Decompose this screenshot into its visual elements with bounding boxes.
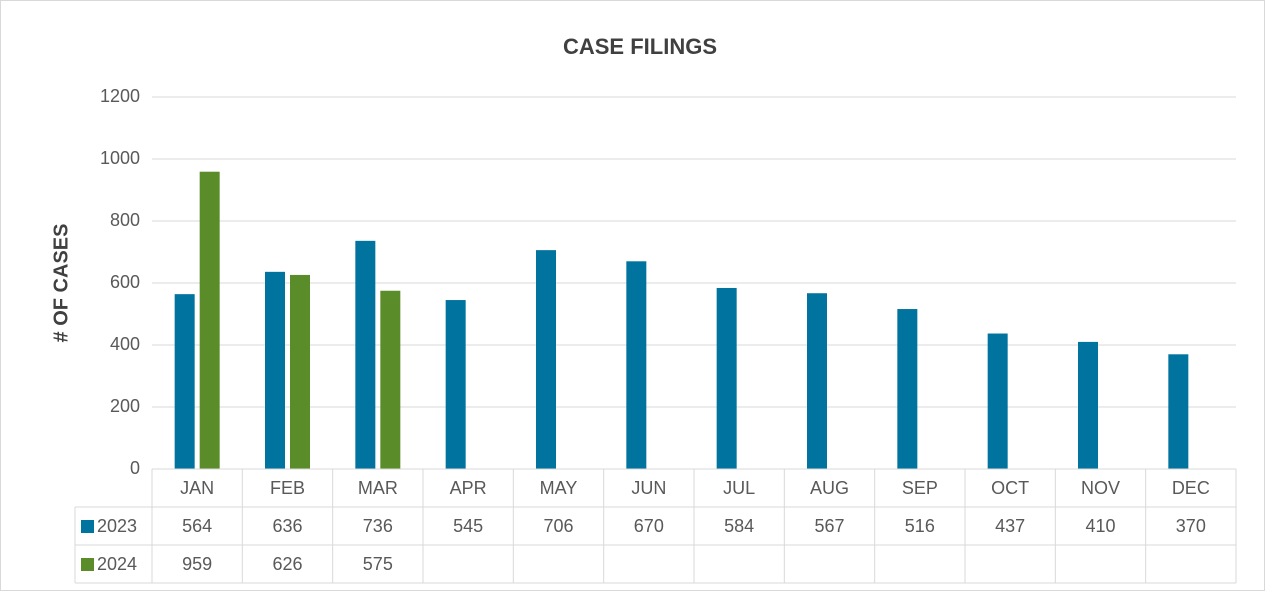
bar — [355, 240, 376, 469]
y-tick-label: 800 — [110, 210, 140, 230]
table-value: 410 — [1085, 516, 1115, 536]
table-value: 575 — [363, 554, 393, 574]
legend-label: 2024 — [97, 554, 137, 574]
y-tick-label: 0 — [130, 458, 140, 478]
x-tick-label: APR — [450, 478, 487, 498]
table-value: 370 — [1176, 516, 1206, 536]
table-value: 545 — [453, 516, 483, 536]
table-value: 959 — [182, 554, 212, 574]
x-tick-label: AUG — [810, 478, 849, 498]
table-value: 626 — [272, 554, 302, 574]
x-tick-label: OCT — [991, 478, 1029, 498]
bar — [987, 333, 1008, 469]
bar — [897, 309, 918, 469]
table-value: 670 — [634, 516, 664, 536]
y-tick-label: 600 — [110, 272, 140, 292]
y-tick-label: 400 — [110, 334, 140, 354]
bar — [445, 300, 466, 469]
bar — [290, 274, 310, 469]
table-value: 516 — [905, 516, 935, 536]
bar — [1168, 354, 1189, 469]
bar — [716, 287, 737, 469]
x-tick-label: SEP — [902, 478, 938, 498]
table-value: 736 — [363, 516, 393, 536]
table-value: 706 — [543, 516, 573, 536]
x-tick-label: JUL — [723, 478, 755, 498]
table-value: 437 — [995, 516, 1025, 536]
bar — [807, 293, 827, 469]
y-tick-label: 200 — [110, 396, 140, 416]
table-value: 636 — [272, 516, 302, 536]
table-value: 584 — [724, 516, 754, 536]
x-tick-label: JAN — [180, 478, 214, 498]
y-tick-label: 1200 — [100, 86, 140, 106]
legend-swatch — [81, 558, 94, 571]
bar — [626, 261, 647, 469]
x-tick-label: MAR — [358, 478, 398, 498]
bar — [380, 290, 401, 469]
chart-title: CASE FILINGS — [563, 34, 717, 59]
y-axis-title: # OF CASES — [50, 224, 72, 343]
bar — [174, 294, 195, 469]
bar — [1078, 341, 1098, 469]
legend-label: 2023 — [97, 516, 137, 536]
y-tick-label: 1000 — [100, 148, 140, 168]
legend-swatch — [81, 520, 94, 533]
x-tick-label: JUN — [631, 478, 666, 498]
bar — [265, 271, 285, 469]
bar — [199, 171, 220, 469]
bar — [536, 250, 556, 469]
table-value: 567 — [814, 516, 844, 536]
table-value: 564 — [182, 516, 212, 536]
x-tick-label: NOV — [1081, 478, 1120, 498]
x-tick-label: DEC — [1172, 478, 1210, 498]
x-tick-label: MAY — [540, 478, 578, 498]
x-tick-label: FEB — [270, 478, 305, 498]
